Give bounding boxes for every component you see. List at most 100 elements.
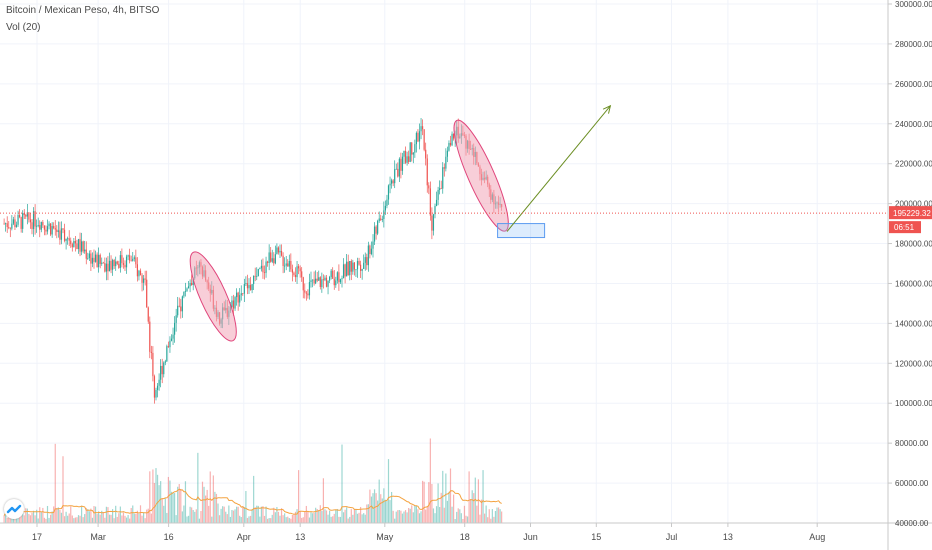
volume-bar <box>494 511 497 523</box>
volume-bar <box>113 518 115 523</box>
volume-bar <box>56 507 58 523</box>
target-zone-rectangle[interactable] <box>497 223 546 239</box>
volume-bar <box>274 512 276 523</box>
candle-body <box>332 270 334 279</box>
volume-bar <box>293 514 295 523</box>
candle-body <box>254 275 256 277</box>
volume-bar <box>497 507 500 523</box>
candle-body <box>437 189 439 200</box>
volume-bar <box>54 443 56 523</box>
volume-bar <box>364 514 366 523</box>
candle-body <box>352 262 354 272</box>
volume-bar <box>217 503 219 523</box>
candle-body <box>110 260 112 270</box>
time-tick-label: Jun <box>523 532 538 542</box>
candle-body <box>291 269 293 273</box>
candle-body <box>46 226 49 232</box>
candle-body <box>74 241 76 244</box>
candle-body <box>147 307 149 322</box>
time-tick-label: 16 <box>164 532 174 542</box>
candle-body <box>143 278 145 283</box>
volume-bar <box>32 510 35 523</box>
volume-bar <box>256 505 258 523</box>
candle-body <box>240 293 242 296</box>
candle-body <box>347 261 349 276</box>
candle-body <box>319 277 321 288</box>
candle-body <box>167 346 169 348</box>
candle-body <box>386 199 388 206</box>
volume-bar <box>248 516 250 523</box>
volume-bar <box>150 513 152 523</box>
candle-body <box>50 223 52 235</box>
candle-body <box>99 254 101 264</box>
trend-arrow[interactable] <box>506 105 611 232</box>
volume-bar <box>409 508 411 523</box>
volume-bar <box>228 505 230 523</box>
time-tick-label: 15 <box>591 532 601 542</box>
candle-body <box>389 183 391 186</box>
candle-body <box>104 263 106 272</box>
volume-bar <box>462 518 464 523</box>
volume-bar <box>209 471 211 523</box>
candle-body <box>36 225 38 227</box>
candle-body <box>146 279 148 308</box>
candle-body <box>395 168 397 170</box>
candle-body <box>67 238 69 240</box>
volume-bar <box>403 511 405 523</box>
volume-bar <box>206 489 208 523</box>
price-tick-label: 160000.00 <box>895 279 932 288</box>
volume-bar <box>448 491 450 523</box>
volume-bar <box>484 513 486 523</box>
candle-body <box>259 268 261 270</box>
candle-body <box>82 241 84 252</box>
candle-body <box>346 261 348 277</box>
candle-body <box>112 260 114 270</box>
volume-bar <box>3 515 5 523</box>
tradingview-logo-icon[interactable] <box>4 499 24 519</box>
volume-bar <box>172 492 174 523</box>
price-tick-label: 300000.00 <box>895 0 932 9</box>
volume-bar <box>479 514 481 523</box>
countdown-label: 06:51 <box>894 223 915 232</box>
candle-body <box>42 222 44 226</box>
candle-body <box>414 144 416 153</box>
candle-body <box>174 322 176 335</box>
volume-bar <box>408 507 410 523</box>
candle-body <box>400 158 402 171</box>
candle-body <box>418 131 421 142</box>
volume-bar <box>324 509 326 523</box>
volume-bar <box>453 494 455 523</box>
volume-bar <box>102 512 104 523</box>
candle-body <box>122 263 125 265</box>
candle-body <box>290 260 292 270</box>
volume-bar <box>360 506 362 523</box>
candle-body <box>305 292 307 294</box>
ellipse-drawing[interactable] <box>445 115 518 236</box>
ellipse-drawing[interactable] <box>182 247 245 346</box>
candle-body <box>263 272 266 274</box>
candle-body <box>453 133 455 139</box>
volume-bar <box>79 515 81 523</box>
volume-bar <box>127 515 129 523</box>
candle-body <box>23 213 25 216</box>
volume-bar <box>19 515 21 523</box>
volume-bar <box>291 515 293 523</box>
volume-bar <box>181 511 183 523</box>
drawings[interactable] <box>0 104 888 346</box>
candle-body <box>339 279 342 283</box>
volume-bar <box>391 491 393 523</box>
volume-bar <box>46 505 49 523</box>
volume-bar <box>110 514 112 523</box>
volume-bar <box>85 507 87 523</box>
volume-bar <box>487 517 489 523</box>
volume-bar <box>205 495 207 523</box>
volume-bar <box>28 513 30 523</box>
volume-bar <box>333 513 335 523</box>
volume-bar <box>442 470 444 523</box>
volume-bar <box>459 509 461 523</box>
countdown-badge-bg <box>889 221 921 234</box>
volume-bar <box>50 514 52 523</box>
volume-bar <box>65 511 67 523</box>
volume-bar <box>200 511 202 523</box>
